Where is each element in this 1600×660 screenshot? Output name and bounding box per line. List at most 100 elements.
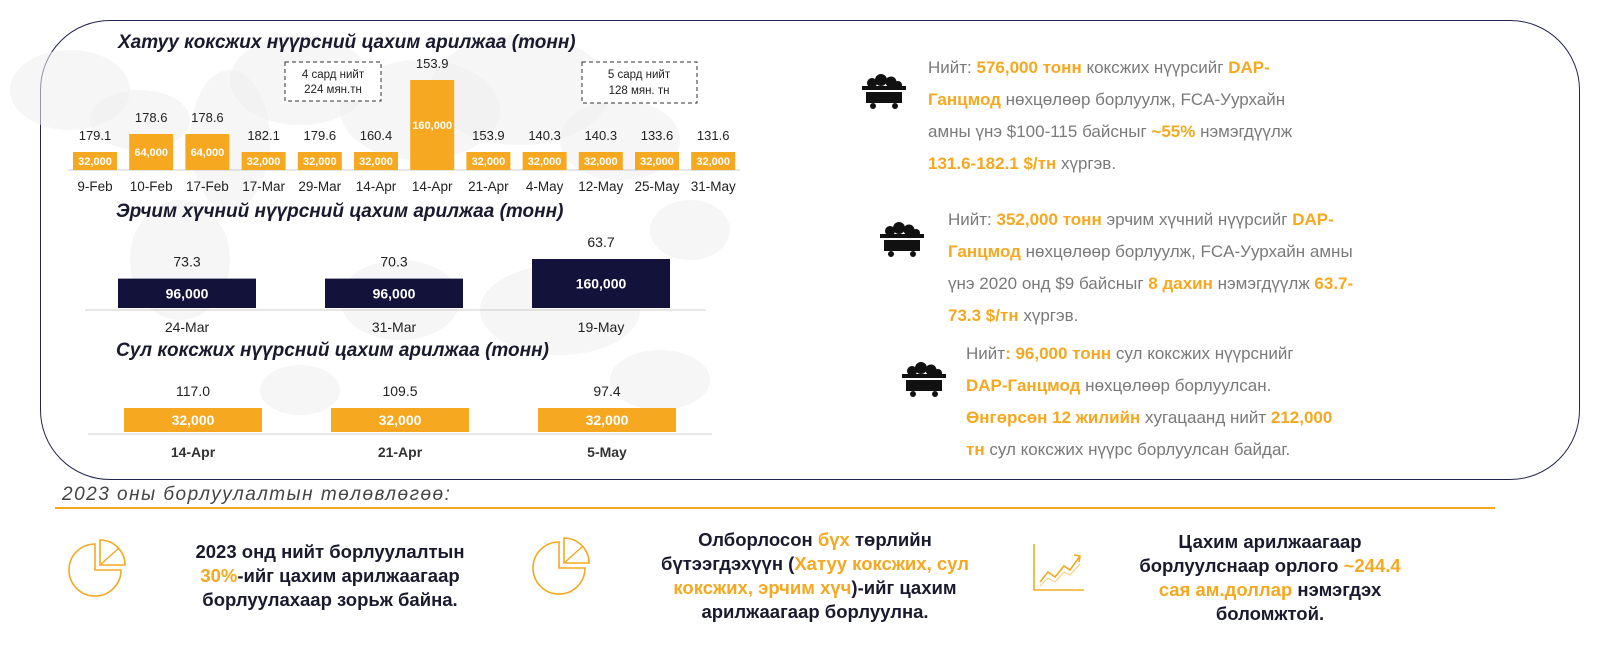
price-label: 109.5 xyxy=(382,383,417,399)
highlight-text: DAP-Ганцмод xyxy=(966,376,1081,395)
bar xyxy=(354,152,398,170)
text-segment: Цахим арилжаагаар xyxy=(1178,531,1362,552)
text-segment: борлуулснаар орлого xyxy=(1139,555,1344,576)
bar-value-label: 160,000 xyxy=(576,276,627,292)
content-frame xyxy=(40,20,1580,480)
summary-text-hard-coking: Нийт: 576,000 тонн коксжих нүүрсийг DAP-… xyxy=(928,52,1388,180)
summary-line: DAP-Ганцмод нөхцөлөөр борлуулсан. xyxy=(966,370,1426,402)
plan-item-target: 2023 онд нийт борлуулалтын 30%-ийг цахим … xyxy=(160,540,500,612)
chart-semi-soft-marks: 32,000 117.0 14-Apr 32,000 109.5 21-Apr 32,000… xyxy=(88,383,712,460)
price-label: 160.4 xyxy=(360,128,393,143)
text-segment: нөхцөлөөр борлуулж, FCA-Уурхайн xyxy=(1000,90,1286,109)
highlight-text: 131.6-182.1 $/тн xyxy=(928,154,1057,173)
category-label: 21-Apr xyxy=(378,444,423,460)
price-label: 178.6 xyxy=(135,110,168,125)
price-label: 117.0 xyxy=(176,383,210,399)
text-segment: нэмэгдүүлж xyxy=(1195,122,1293,141)
map-shape xyxy=(260,365,340,415)
plan-line: Олборлосон бүх төрлийн xyxy=(630,528,1000,552)
summary-line: Ганцмод нөхцөлөөр борлуулж, FCA-Уурхайн xyxy=(928,84,1388,116)
text-segment: төрлийн xyxy=(849,529,932,550)
price-label: 140.3 xyxy=(585,128,618,143)
bar-value-label: 32,000 xyxy=(303,156,337,168)
text-segment: нөхцөлөөр борлуулсан. xyxy=(1080,376,1272,395)
summary-line: 73.3 $/тн хүргэв. xyxy=(948,300,1428,332)
category-label: 25-May xyxy=(634,179,679,194)
highlight-text: сая ам.доллар xyxy=(1158,579,1293,600)
text-segment: Нийт xyxy=(966,344,1006,363)
summary-line: Нийт: 96,000 тонн сул коксжих нүүрснийг xyxy=(966,338,1426,370)
bar xyxy=(118,278,256,308)
map-shape xyxy=(610,350,710,410)
summary-line: Өнгөрсөн 12 жилийн хугацаанд нийт 212,00… xyxy=(966,402,1426,434)
category-label: 29-Mar xyxy=(298,179,341,194)
summary-text-thermal: Нийт: 352,000 тонн эрчим хүчний нүүрсийг… xyxy=(948,204,1428,332)
chart-hard-coking-marks: 32,000 179.1 9-Feb 64,000 178.6 10-Feb 64,000 1… xyxy=(68,56,740,194)
text-segment: сул коксжих нүүрснийг xyxy=(1111,344,1294,363)
callout-may: 5 сард нийт 128 мян. тн xyxy=(581,61,698,104)
bar-value-label: 32,000 xyxy=(528,156,562,168)
summary-line: Ганцмод нөхцөлөөр борлуулж, FCA-Уурхайн … xyxy=(948,236,1428,268)
bar xyxy=(538,408,676,432)
bar-value-label: 32,000 xyxy=(172,412,215,428)
highlight-text: тн xyxy=(966,440,985,459)
highlight-text: ~244.4 xyxy=(1343,555,1401,576)
category-label: 14-Apr xyxy=(412,179,453,194)
bar-value-label: 160,000 xyxy=(412,120,452,132)
text-segment: хугацаанд нийт xyxy=(1140,408,1271,427)
price-label: 63.7 xyxy=(587,234,614,250)
bar-value-label: 32,000 xyxy=(247,156,281,168)
chart-title-thermal: Эрчим хүчний нүүрсний цахим арилжаа (тон… xyxy=(116,201,563,222)
text-segment: эрчим хүчний нүүрсийг xyxy=(1101,210,1293,229)
map-shape xyxy=(430,35,610,145)
text-segment: нөхцөлөөр борлуулж, FCA-Уурхайн амны xyxy=(1020,242,1353,261)
text-segment: сул коксжих нүүрс борлуулсан байдаг. xyxy=(984,440,1291,459)
plan-line: борлуулахаар зорьж байна. xyxy=(160,588,500,612)
summary-panel-semi-soft xyxy=(814,340,1470,468)
callout-april-line2: 224 мян.тн xyxy=(304,84,362,96)
summary-panel-hard-coking xyxy=(774,52,1450,177)
text-segment: коксжих нүүрсийг xyxy=(1081,58,1229,77)
plan-title: 2023 оны борлуулалтын төлөвлөгөө: xyxy=(62,484,452,505)
bar xyxy=(331,408,469,432)
price-label: 73.3 xyxy=(173,254,200,270)
highlight-text: Ганцмод xyxy=(928,90,1001,109)
chart-thermal-marks: 96,000 73.3 24-Mar 96,000 70.3 31-Mar 160,000 6… xyxy=(85,234,706,335)
bar xyxy=(522,152,567,170)
callout-april: 4 сард нийт 224 мян.тн xyxy=(284,61,382,102)
pie-chart-icon xyxy=(64,538,132,605)
category-label: 9-Feb xyxy=(77,179,112,194)
text-segment: амны үнэ $100-115 байсныг xyxy=(928,122,1152,141)
coal-cart-icon xyxy=(860,74,908,115)
text-segment: нэмэгдэх xyxy=(1292,579,1382,600)
price-label: 182.1 xyxy=(247,128,280,143)
category-label: 31-May xyxy=(691,179,736,194)
bar xyxy=(410,80,455,170)
plan-line: бүтээгдэхүүн (Хатуу коксжих, сул xyxy=(630,552,1000,576)
category-label: 14-Apr xyxy=(171,444,216,460)
price-label: 133.6 xyxy=(641,128,674,143)
bar-value-label: 32,000 xyxy=(359,156,393,168)
bar xyxy=(578,152,623,170)
bar xyxy=(466,152,511,170)
summary-line: Нийт: 576,000 тонн коксжих нүүрсийг DAP- xyxy=(928,52,1388,84)
price-label: 70.3 xyxy=(380,254,407,270)
text-segment: Нийт: xyxy=(928,58,977,77)
highlight-text: 63.7- xyxy=(1314,274,1354,293)
bar-value-label: 32,000 xyxy=(379,412,422,428)
category-label: 17-Mar xyxy=(242,179,285,194)
price-label: 179.1 xyxy=(79,128,112,143)
plan-item-revenue: Цахим арилжаагаар борлуулснаар орлого ~24… xyxy=(1100,530,1440,626)
text-segment: бүтээгдэхүүн ( xyxy=(661,553,795,574)
price-label: 153.9 xyxy=(472,128,505,143)
bar-value-label: 64,000 xyxy=(134,147,168,159)
coal-cart-icon xyxy=(878,222,926,263)
summary-line: 131.6-182.1 $/тн хүргэв. xyxy=(928,148,1388,180)
bar xyxy=(129,134,174,170)
bar-value-label: 32,000 xyxy=(472,156,506,168)
highlight-text: ~55% xyxy=(1151,122,1196,141)
bar-value-label: 32,000 xyxy=(78,156,112,168)
callout-may-line2: 128 мян. тн xyxy=(609,85,670,97)
highlight-text: Хатуу коксжих, сул xyxy=(794,553,969,574)
highlight-text: 8 дахин xyxy=(1148,274,1213,293)
